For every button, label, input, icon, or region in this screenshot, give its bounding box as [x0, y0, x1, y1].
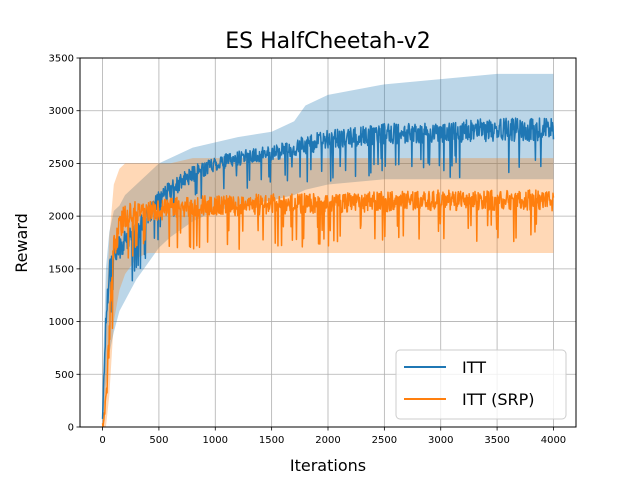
- x-tick-label: 1000: [203, 435, 228, 446]
- line-itt: [101, 117, 555, 419]
- x-tick-label: 4000: [541, 435, 566, 446]
- x-tick-label: 3000: [428, 435, 453, 446]
- x-tick-label: 500: [149, 435, 168, 446]
- x-tick-label: 3500: [484, 435, 509, 446]
- y-tick-label: 3500: [49, 54, 74, 65]
- legend-label-itt-srp: ITT (SRP): [462, 390, 534, 409]
- x-tick-label: 2500: [372, 435, 397, 446]
- chart-title: ES HalfCheetah-v2: [225, 29, 431, 54]
- y-tick-label: 500: [55, 370, 74, 381]
- x-axis-label: Iterations: [290, 456, 366, 475]
- line-itt-srp: [101, 189, 555, 427]
- y-axis-label: Reward: [12, 213, 31, 273]
- x-tick-label: 1500: [259, 435, 284, 446]
- x-tick-label: 2000: [315, 435, 340, 446]
- y-tick-label: 2000: [49, 212, 74, 223]
- x-tick-label: 0: [99, 435, 105, 446]
- axis-ticks: 0 500 1000 1500 2000 2500 3000 3500 4000 0 500 1000…: [49, 54, 567, 447]
- y-tick-label: 0: [68, 423, 74, 434]
- y-tick-label: 2500: [49, 159, 74, 170]
- y-tick-label: 1500: [49, 264, 74, 275]
- legend-label-itt: ITT: [462, 358, 486, 377]
- legend: ITT ITT (SRP): [395, 349, 567, 420]
- y-tick-label: 1000: [49, 317, 74, 328]
- series-lines: [101, 117, 555, 427]
- y-tick-label: 3000: [49, 106, 74, 117]
- band-itt-srp: [102, 158, 554, 427]
